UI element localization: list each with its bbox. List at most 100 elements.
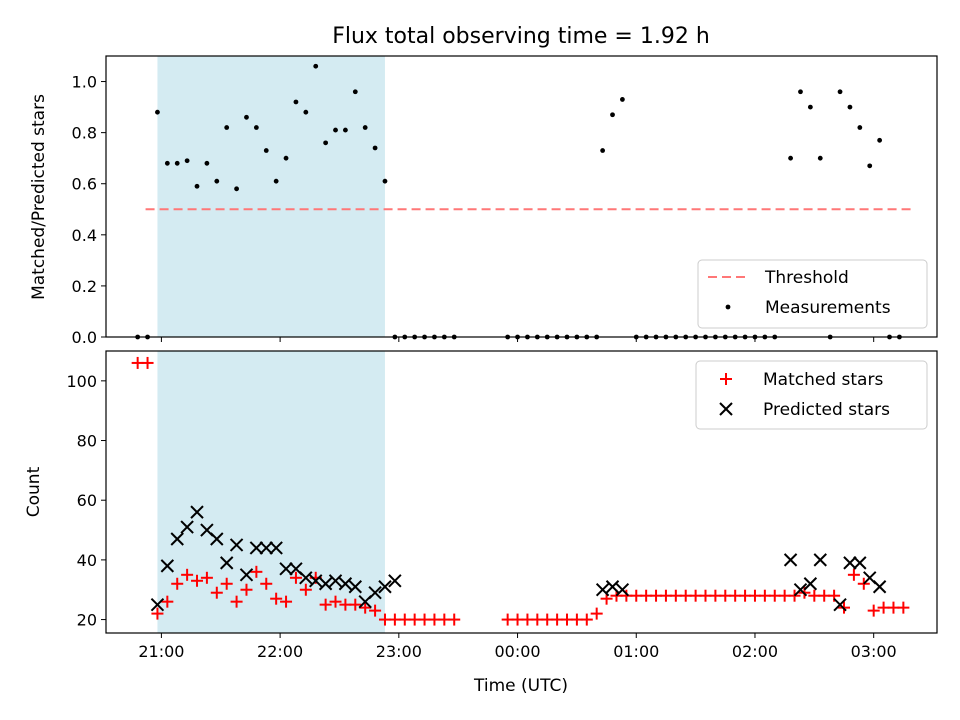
predicted-stars-point: [239, 568, 254, 582]
predicted-stars-point: [853, 556, 867, 570]
measurements-point: [788, 155, 793, 161]
predicted-stars-point: [170, 532, 184, 546]
measurements-point: [263, 148, 269, 153]
y-tick-label: 80: [77, 432, 97, 451]
measurements-point: [253, 125, 259, 130]
y-tick-label: 40: [77, 551, 97, 570]
measurements-point: [362, 125, 368, 130]
predicted-stars-point: [299, 571, 313, 585]
matched-stars-point: [319, 598, 332, 611]
y-tick-label: 0.2: [72, 277, 97, 296]
y-tick-label: 0.0: [72, 328, 97, 347]
matched-stars-point: [191, 574, 204, 587]
measurements-point: [244, 114, 249, 120]
predicted-stars-point: [318, 577, 333, 591]
matched-stars-point: [349, 598, 362, 611]
matched-stars-point: [270, 592, 283, 605]
threshold-legend-label: Threshold: [764, 268, 849, 288]
flux-ratio-legend: Threshold Measurements: [697, 259, 928, 329]
predicted-stars-point: [150, 597, 165, 612]
x-tick-label: 01:00: [613, 642, 659, 661]
predicted-stars-point: [210, 532, 224, 546]
predicted-stars-point: [180, 520, 194, 534]
x-tick-label: 03:00: [851, 642, 897, 661]
measurements-point: [798, 89, 803, 95]
predicted-stars-point: [229, 538, 244, 552]
matched-stars-point: [230, 595, 243, 608]
matched-stars-point: [897, 601, 910, 614]
x-tick-label: 00:00: [494, 642, 540, 661]
flux-ratio-plot-frame: [105, 55, 938, 338]
measurements-point: [174, 160, 180, 166]
measurements-point: [867, 163, 873, 169]
measurements-point: [857, 125, 863, 130]
matched-stars-point: [867, 604, 880, 617]
predicted-stars-legend-label: Predicted stars: [763, 400, 890, 420]
predicted-stars-point: [368, 586, 382, 600]
chart-title: Flux total observing time = 1.92 h: [332, 24, 710, 49]
matched-stars-point: [847, 568, 860, 581]
measurements-point: [313, 63, 319, 69]
y-tick-label: 100: [66, 372, 97, 391]
predicted-stars-legend-marker: [719, 402, 733, 416]
measurements-point: [283, 155, 289, 161]
predicted-stars-point: [309, 574, 323, 588]
measurements-point: [204, 160, 210, 166]
x-tick-label: 22:00: [257, 642, 303, 661]
measurements-point: [184, 158, 190, 164]
measurements-point: [194, 183, 200, 189]
measurements-point: [293, 99, 299, 105]
measurements-point: [807, 104, 813, 110]
measurements-point: [600, 148, 606, 153]
star-count-plot-frame: [105, 350, 938, 634]
predicted-stars-point: [793, 583, 808, 597]
predicted-stars-point: [833, 597, 847, 612]
x-tick-label: 21:00: [138, 642, 184, 661]
matched-stars-point: [359, 601, 372, 614]
matched-stars-point: [280, 595, 293, 608]
predicted-stars-point: [605, 580, 620, 594]
measurements-point: [333, 127, 338, 133]
measurements-point: [620, 97, 625, 102]
measurements-point: [303, 109, 309, 115]
x-axis-label: Time (UTC): [473, 676, 568, 696]
measurements-point: [372, 145, 378, 151]
y-tick-label: 20: [77, 611, 97, 630]
flux-ratio-y-axis-label: Matched/Predicted stars: [29, 94, 49, 300]
star-count-legend: Matched stars Predicted stars: [695, 360, 928, 430]
measurements-point: [837, 89, 843, 95]
measurements-point: [343, 127, 348, 133]
matched-stars-point: [181, 568, 194, 581]
predicted-stars-point: [595, 583, 610, 597]
measurements-point: [877, 137, 883, 143]
flux-ratio-legend-box: [697, 259, 928, 329]
matched-stars-point: [590, 607, 603, 620]
matched-stars-point: [289, 571, 302, 584]
observing-span: [157, 56, 385, 337]
predicted-stars-point: [378, 580, 392, 594]
star-count-panel: 20 40 60 80 100 21:00 22:00 23:00 00:00 01:00 02:…: [24, 350, 938, 696]
measurements-point: [847, 104, 853, 110]
measurements-point: [610, 112, 615, 118]
measurements-point: [352, 89, 358, 95]
matched-stars-point: [369, 604, 382, 617]
y-tick-label: 60: [77, 491, 97, 510]
measurements-point: [164, 160, 170, 166]
matched-stars-point: [448, 613, 461, 626]
measurements-point: [273, 178, 279, 184]
measurements-legend-label: Measurements: [765, 298, 891, 318]
predicted-stars-point: [219, 556, 234, 570]
measurements-point: [224, 125, 230, 130]
matched-stars-point: [329, 595, 342, 608]
predicted-stars-point: [348, 580, 363, 594]
predicted-stars-point: [160, 559, 175, 573]
matched-stars-point: [200, 571, 213, 584]
y-tick-label: 0.6: [72, 175, 97, 194]
measurements-point: [817, 155, 823, 161]
predicted-stars-point: [259, 541, 273, 555]
y-tick-label: 0.4: [72, 226, 97, 245]
matched-stars-point: [141, 356, 154, 369]
matched-stars-point: [260, 577, 273, 590]
measurements-legend-marker: [725, 304, 731, 310]
